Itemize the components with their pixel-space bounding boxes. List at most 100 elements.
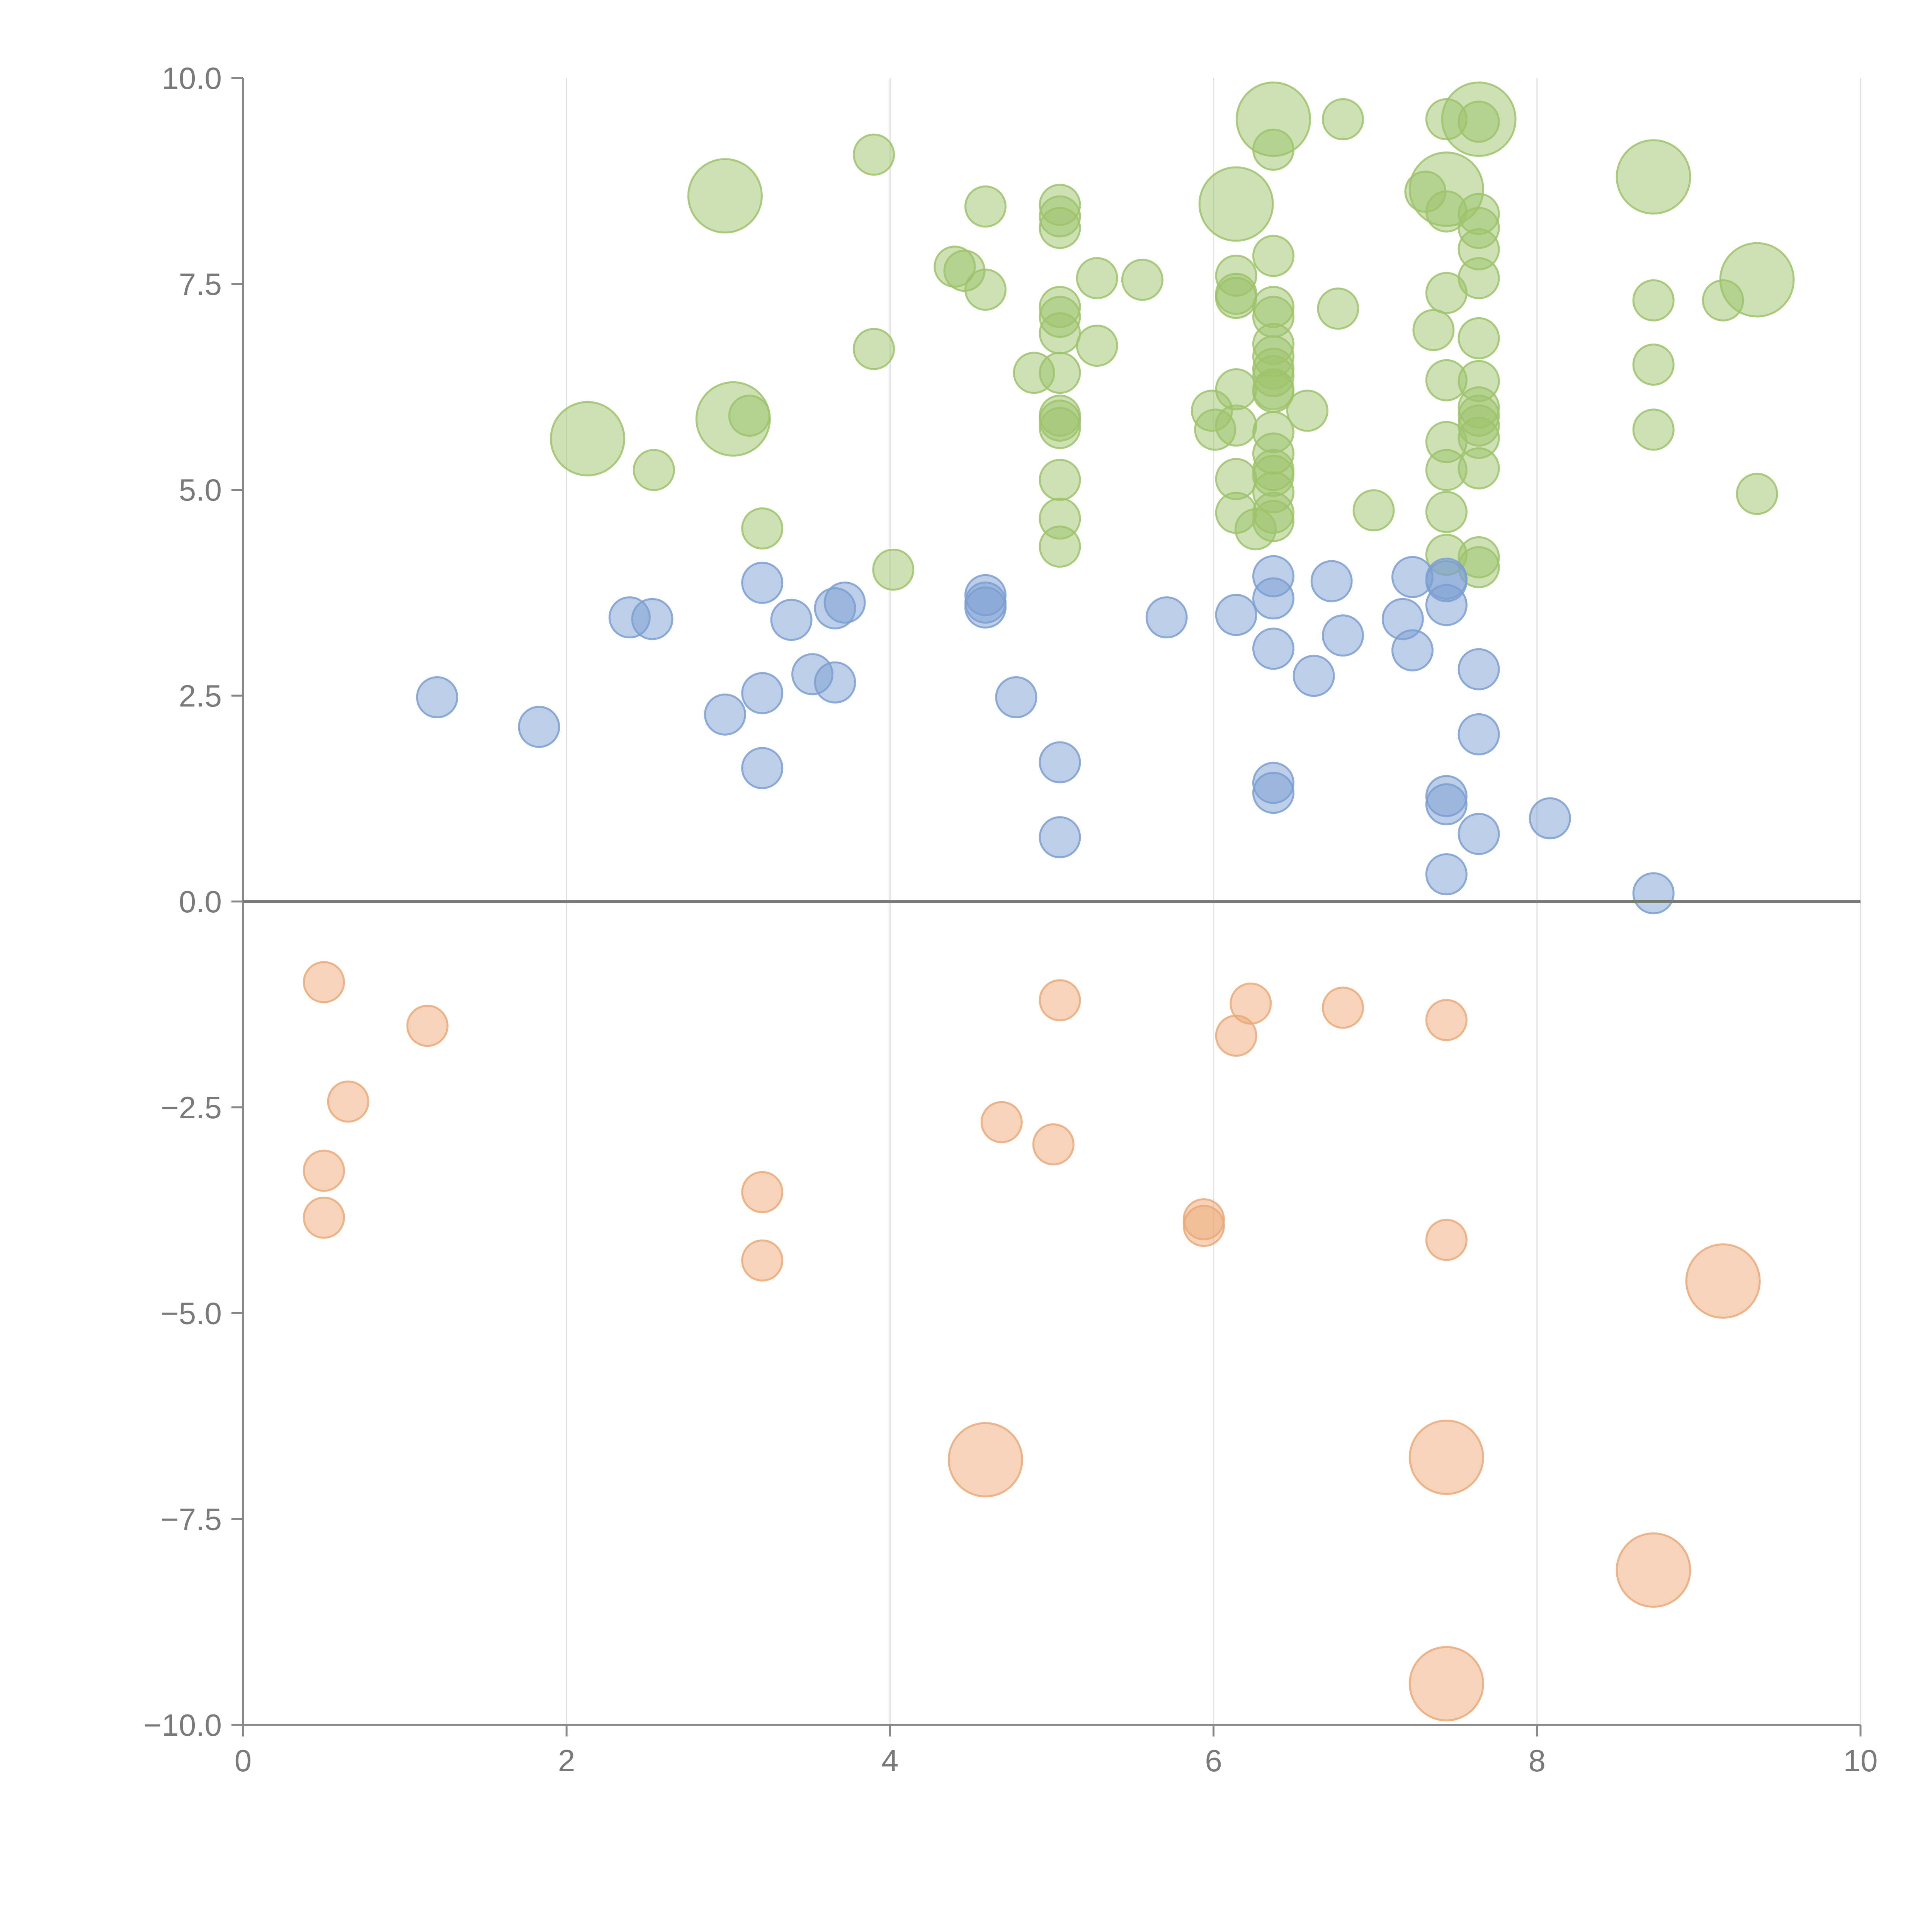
- series-green: [550, 82, 1795, 591]
- data-point-blue: [964, 586, 1007, 629]
- series-blue: [416, 555, 1675, 915]
- data-point-green: [1412, 309, 1455, 351]
- data-point-green: [1039, 459, 1081, 501]
- y-tick-label: 0.0: [179, 884, 222, 919]
- data-point-green: [1076, 325, 1118, 367]
- data-point-green: [1215, 277, 1257, 319]
- data-point-green: [1215, 368, 1257, 411]
- data-point-blue: [1425, 853, 1468, 896]
- data-point-green: [1616, 139, 1691, 215]
- data-point-green: [1286, 389, 1328, 432]
- series-orange: [303, 961, 1761, 1721]
- data-point-green: [853, 328, 895, 370]
- y-tick-label: 2.5: [179, 679, 222, 713]
- y-tick-label: −2.5: [161, 1090, 222, 1125]
- data-point-green: [1039, 312, 1081, 355]
- data-point-green: [1632, 408, 1675, 451]
- data-point-orange: [1616, 1532, 1691, 1608]
- data-point-green: [1736, 473, 1778, 515]
- data-points: [303, 82, 1795, 1721]
- data-point-blue: [1425, 584, 1468, 626]
- x-tick-label: 2: [558, 1743, 575, 1778]
- data-point-green: [741, 507, 784, 550]
- data-point-green: [1039, 352, 1081, 394]
- y-tick-label: 10.0: [162, 61, 222, 95]
- data-point-green: [964, 185, 1007, 228]
- data-point-green: [687, 158, 763, 234]
- x-tick-label: 0: [235, 1743, 252, 1778]
- data-point-green: [1352, 489, 1395, 532]
- data-point-orange: [1039, 979, 1081, 1022]
- data-point-blue: [1039, 816, 1081, 859]
- data-point-green: [1425, 491, 1468, 533]
- x-tick-label: 6: [1205, 1743, 1222, 1778]
- data-point-orange: [1408, 1419, 1484, 1495]
- y-tick-label: −7.5: [161, 1502, 222, 1536]
- data-point-orange: [327, 1080, 369, 1123]
- data-point-blue: [814, 661, 856, 704]
- data-point-blue: [995, 676, 1037, 719]
- data-point-orange: [303, 1150, 345, 1192]
- data-point-orange: [303, 1196, 345, 1239]
- data-point-orange: [1230, 982, 1272, 1025]
- data-point-green: [1458, 447, 1500, 490]
- data-point-blue: [1310, 560, 1353, 602]
- data-point-orange: [1321, 986, 1364, 1029]
- data-point-green: [964, 269, 1007, 311]
- data-point-blue: [1391, 629, 1434, 672]
- data-point-blue: [518, 706, 560, 748]
- x-ticks: 0 2 4 6 8 10: [235, 1725, 1878, 1778]
- x-tick-label: 8: [1529, 1743, 1546, 1778]
- y-tick-label: −10.0: [144, 1708, 222, 1742]
- data-point-green: [1702, 279, 1744, 321]
- data-point-blue: [741, 672, 784, 714]
- data-point-green: [1252, 500, 1294, 542]
- data-point-orange: [980, 1101, 1023, 1143]
- data-point-green: [1321, 98, 1364, 141]
- data-point-orange: [1408, 1646, 1484, 1721]
- data-point-green: [1632, 279, 1675, 321]
- data-point-blue: [1529, 797, 1571, 840]
- data-point-green: [633, 449, 675, 491]
- data-point-blue: [741, 747, 784, 789]
- data-point-orange: [1032, 1123, 1075, 1166]
- data-point-green: [1121, 259, 1163, 301]
- data-point-blue: [1321, 614, 1364, 657]
- data-point-green: [853, 133, 895, 176]
- data-point-orange: [1425, 1219, 1468, 1261]
- data-point-blue: [1632, 872, 1675, 915]
- x-tick-label: 4: [881, 1743, 899, 1778]
- data-point-green: [1198, 166, 1274, 242]
- data-point-blue: [1293, 655, 1335, 697]
- y-tick-label: −5.0: [161, 1296, 222, 1331]
- data-point-green: [1252, 235, 1294, 277]
- data-point-green: [1458, 100, 1500, 143]
- data-point-blue: [1458, 813, 1500, 855]
- data-point-blue: [1425, 783, 1468, 826]
- data-point-blue: [770, 599, 813, 641]
- data-point-green: [550, 401, 626, 476]
- data-point-blue: [1458, 713, 1500, 755]
- data-point-blue: [1039, 741, 1081, 784]
- data-point-green: [1317, 287, 1359, 330]
- data-point-blue: [416, 676, 458, 719]
- x-tick-label: 10: [1844, 1743, 1878, 1778]
- data-point-orange: [1685, 1243, 1761, 1319]
- y-tick-label: 5.0: [179, 473, 222, 507]
- data-point-orange: [741, 1239, 784, 1282]
- data-point-green: [1632, 344, 1675, 386]
- data-point-orange: [303, 961, 345, 1003]
- data-point-blue: [1252, 628, 1294, 670]
- data-point-blue: [631, 598, 673, 640]
- data-point-green: [1039, 407, 1081, 449]
- data-point-blue: [1252, 772, 1294, 814]
- data-point-blue: [1145, 596, 1188, 639]
- data-point-green: [1458, 317, 1500, 359]
- data-point-green: [1039, 207, 1081, 249]
- data-point-green: [1252, 128, 1294, 171]
- data-point-orange: [406, 1005, 449, 1047]
- data-point-orange: [741, 1171, 784, 1213]
- data-point-green: [872, 548, 915, 591]
- data-point-blue: [1252, 577, 1294, 620]
